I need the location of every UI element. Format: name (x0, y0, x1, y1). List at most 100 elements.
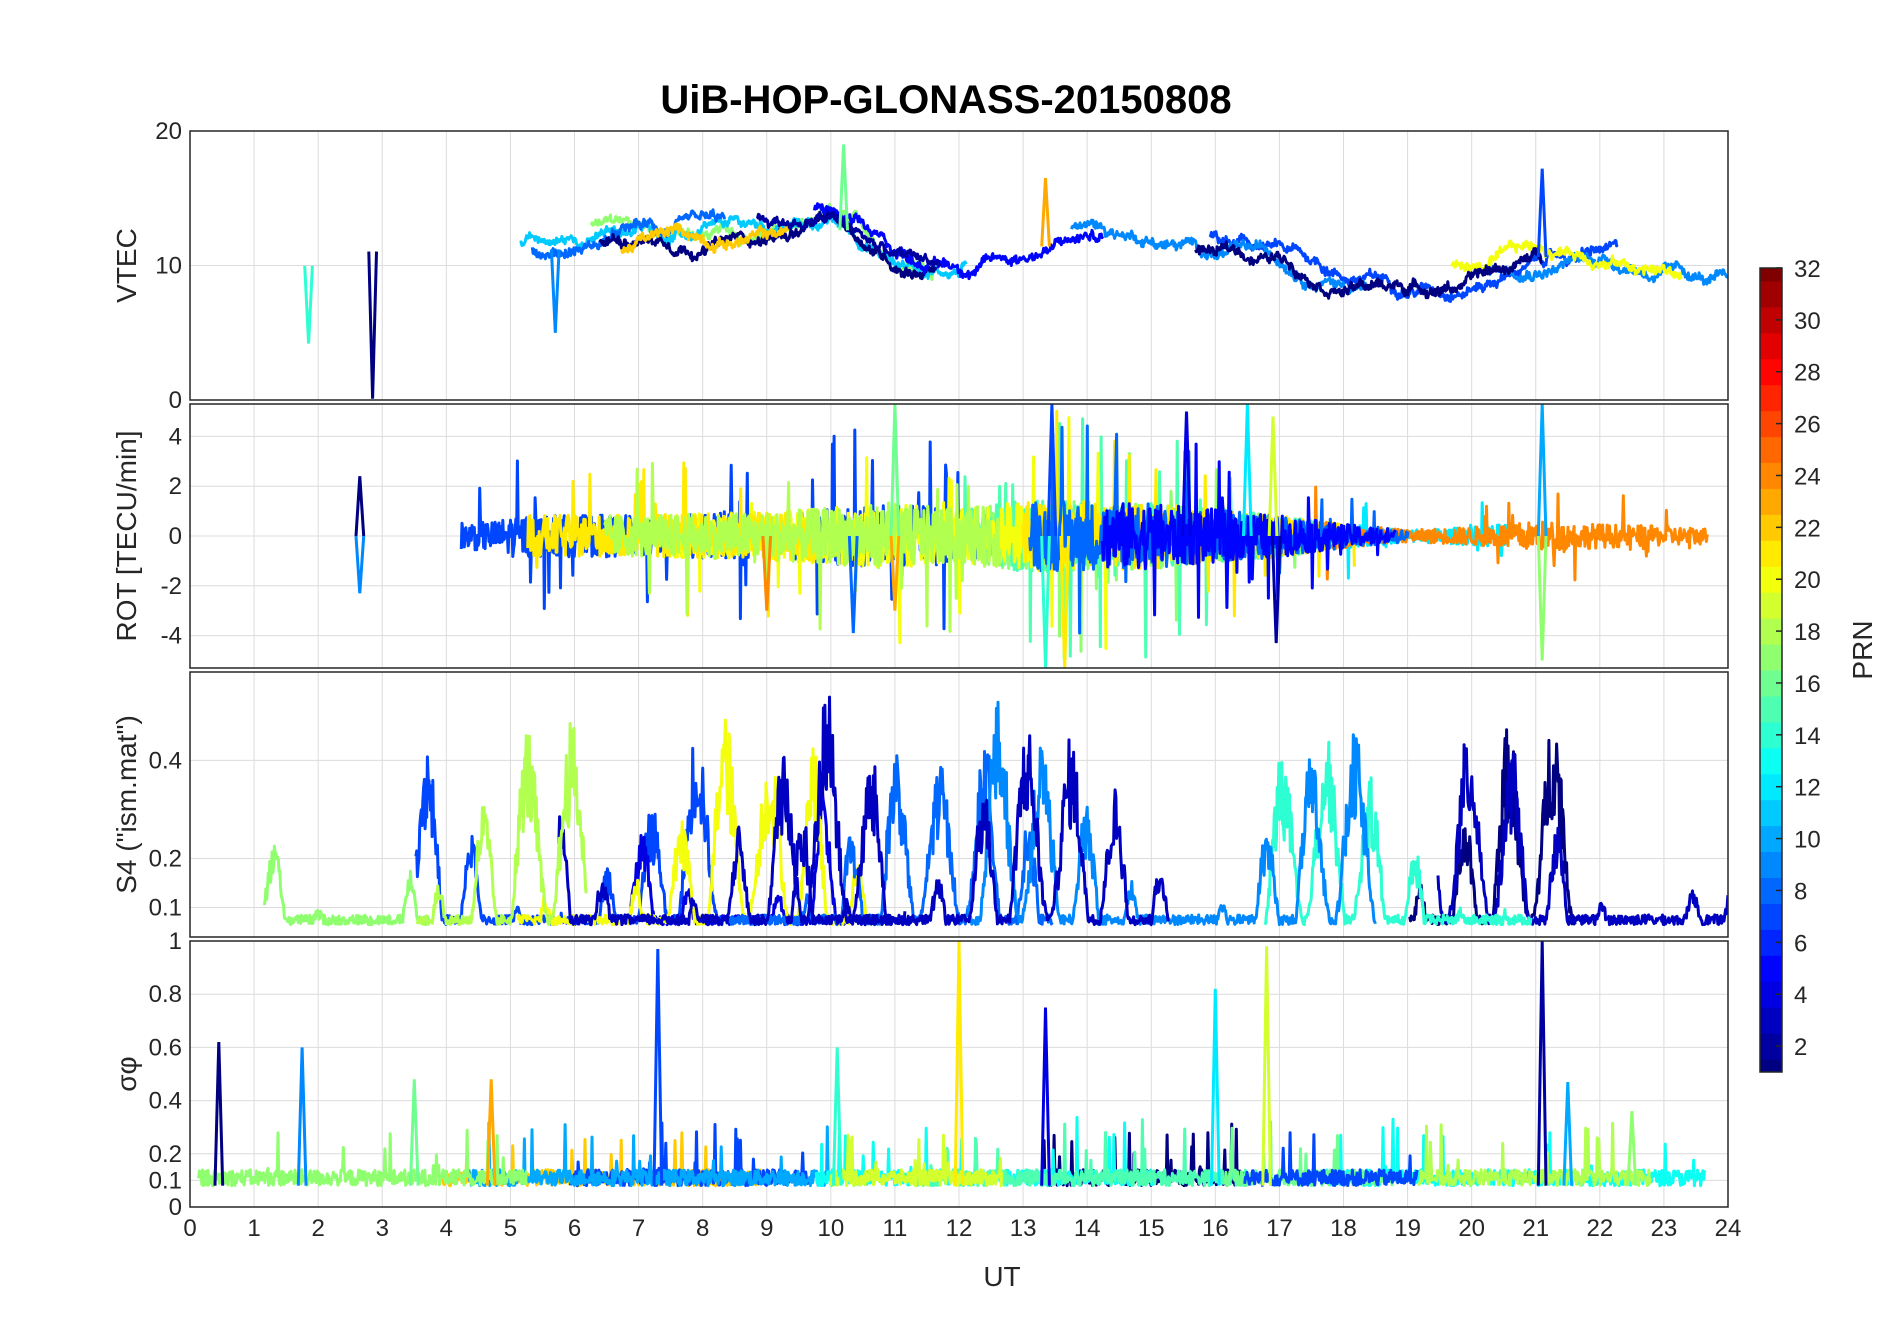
colorbar-swatch (1760, 955, 1782, 982)
prn-series-line (466, 1121, 835, 1188)
prn-series-line (1436, 743, 1728, 927)
x-tick-label: 4 (440, 1215, 453, 1242)
x-tick-label: 20 (1458, 1215, 1485, 1242)
spike-mark (354, 535, 366, 594)
y-axis-label: S4 ("ism.mat") (111, 715, 142, 894)
spike-mark (1181, 411, 1192, 537)
prn-series-line (1243, 1131, 1419, 1187)
y-tick-label: 2 (169, 473, 182, 500)
colorbar-swatch (1760, 903, 1782, 930)
x-tick-label: 19 (1394, 1215, 1421, 1242)
spike-mark (1536, 941, 1548, 1186)
prn-series-line (530, 208, 727, 261)
prn-series-line (603, 461, 1002, 633)
colorbar-swatch (1760, 799, 1782, 827)
spike-mark (652, 948, 664, 1186)
axes-box (189, 940, 1729, 1208)
colorbar-tick-label: 18 (1794, 619, 1821, 646)
spike-mark (213, 1042, 225, 1186)
spike-mark (485, 1079, 497, 1186)
y-tick-label: 0.8 (149, 981, 182, 1008)
prn-series-line (262, 844, 431, 927)
prn-series-line (1263, 740, 1533, 927)
x-tick-label: 15 (1138, 1215, 1165, 1242)
colorbar-tick-label: 24 (1794, 463, 1821, 490)
axes-box (189, 130, 1729, 401)
spike-mark (303, 265, 314, 344)
x-tick-label: 5 (504, 1215, 517, 1242)
x-tick-label: 7 (632, 1215, 645, 1242)
panel-vtec: 0 10 20 VTEC (111, 118, 1729, 414)
colorbar-box (1759, 267, 1783, 1073)
x-tick-label: 0 (183, 1215, 196, 1242)
y-axis-label: σφ (111, 1056, 142, 1091)
y-tick-label: 20 (155, 118, 182, 145)
colorbar-tick-label: 16 (1794, 671, 1821, 698)
x-tick-label: 14 (1074, 1215, 1101, 1242)
colorbar-swatch (1760, 747, 1782, 775)
colorbar-swatch (1760, 851, 1782, 878)
y-tick-label: 0.1 (149, 1167, 182, 1194)
spike-mark (1536, 535, 1548, 661)
axes-box (189, 403, 1729, 669)
colorbar-swatch (1760, 773, 1782, 801)
x-tick-label: 2 (311, 1215, 324, 1242)
spike-mark (1242, 404, 1253, 537)
colorbar-swatch (1760, 268, 1782, 282)
spike-mark (847, 535, 859, 634)
colorbar-swatch (1760, 825, 1782, 853)
colorbar-swatch (1760, 358, 1782, 386)
colorbar-swatch (1760, 1059, 1782, 1073)
x-tick-label: 9 (760, 1215, 773, 1242)
series-group (196, 941, 1706, 1188)
y-tick-label: 1 (169, 928, 182, 955)
spike-mark (1270, 535, 1282, 644)
colorbar-swatch (1760, 540, 1782, 567)
spike-mark (1562, 1081, 1574, 1186)
colorbar-swatch (1760, 592, 1782, 619)
y-tick-label: 10 (155, 253, 182, 280)
spike-mark (1267, 416, 1279, 537)
spike-mark (1626, 1111, 1638, 1186)
y-axis-label: ROT [TECU/min] (111, 430, 142, 641)
prn-series-line (812, 202, 1105, 281)
colorbar-tick-label: 28 (1794, 360, 1821, 387)
spike-mark (1040, 1007, 1051, 1186)
spike-mark (1536, 404, 1548, 537)
colorbar-swatch (1760, 436, 1782, 464)
x-tick-label: 16 (1202, 1215, 1229, 1242)
colorbar-swatch (1760, 981, 1782, 1008)
colorbar-swatch (1760, 877, 1782, 904)
colorbar-swatch (1760, 488, 1782, 515)
y-tick-label: -4 (161, 623, 182, 650)
x-tick-label: 8 (696, 1215, 709, 1242)
x-tick-label: 23 (1651, 1215, 1678, 1242)
colorbar-swatch (1760, 384, 1782, 412)
spike-mark (367, 251, 378, 399)
x-tick-label: 10 (817, 1215, 844, 1242)
y-tick-label: 0 (169, 523, 182, 550)
x-tick-label: 13 (1010, 1215, 1037, 1242)
spike-mark (549, 249, 561, 333)
spike-mark (761, 535, 773, 611)
panel-rot: -4 -2 0 2 4 ROT [TECU/min] (111, 403, 1729, 669)
prn-series-line (196, 1128, 528, 1188)
prn-series-line (1417, 1121, 1652, 1188)
colorbar-tick-label: 4 (1794, 982, 1807, 1009)
x-tick-labels: 0 1 2 3 4 5 6 7 8 9 10 11 12 13 14 15 16 17 18 19 20 21 22 23 24 (183, 1215, 1741, 1242)
prn-series-line (518, 212, 968, 280)
spike-mark (296, 1047, 308, 1186)
colorbar-swatch (1760, 566, 1782, 593)
prn-series-line (415, 722, 588, 927)
y-tick-label: 0.1 (149, 895, 182, 922)
colorbar-swatch (1760, 618, 1782, 645)
colorbar-swatch (1760, 1033, 1782, 1060)
x-tick-label: 18 (1330, 1215, 1357, 1242)
prn-series-line (557, 695, 907, 927)
prn-series-line (1100, 442, 1397, 619)
y-tick-label: 0.4 (149, 747, 182, 774)
y-tick-label: 0 (169, 387, 182, 414)
colorbar-swatch (1760, 721, 1782, 749)
